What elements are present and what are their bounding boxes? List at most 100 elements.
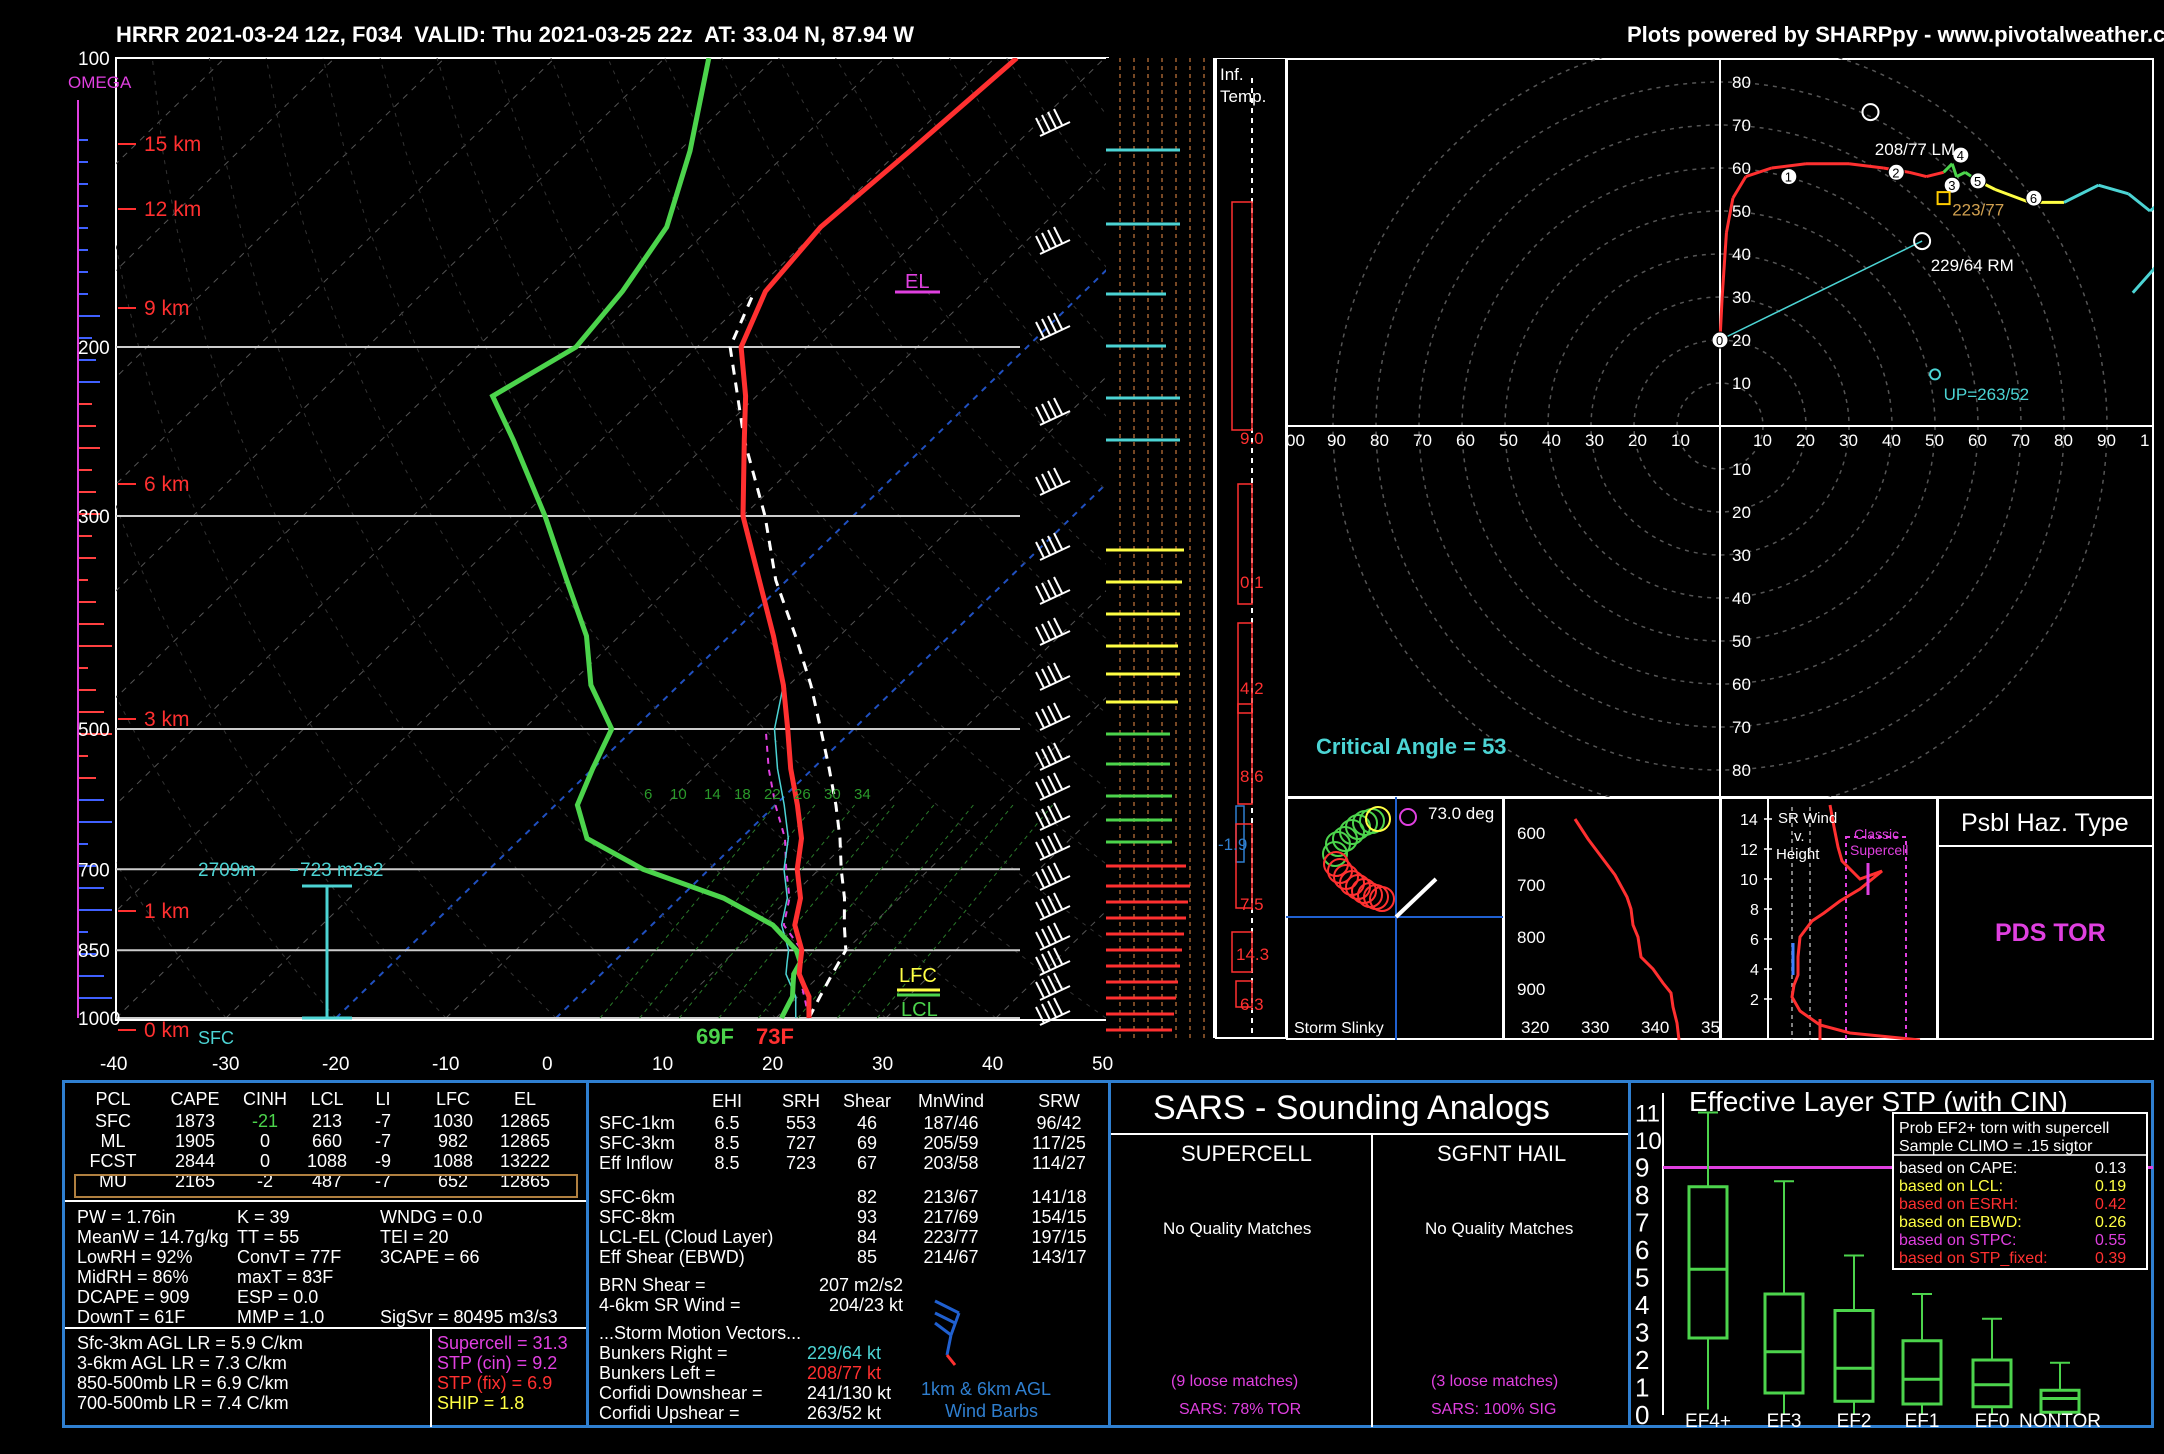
parcel-cell: 1088 <box>307 1151 347 1171</box>
hodograph-segment <box>1724 197 1735 233</box>
sfc-dewpoint: 69F <box>696 1024 734 1049</box>
composite-index: STP (fix) = 6.9 <box>437 1373 552 1393</box>
index-value: MMP = 1.0 <box>237 1307 324 1327</box>
inflow-box <box>1235 980 1253 1008</box>
parcel-cell: 13222 <box>500 1151 550 1171</box>
temperature-tick: 40 <box>982 1054 1003 1075</box>
stp-legend-sample: Sample CLIMO = .15 sigtor <box>1899 1138 2093 1155</box>
srwind-title-2: v. <box>1794 828 1805 845</box>
kinematic-row-label: SFC-1km <box>599 1113 675 1133</box>
kinematic-cell: 154/15 <box>1031 1207 1086 1227</box>
stp-box <box>1901 1339 1943 1406</box>
stp-legend-label: based on STP_fixed: <box>1899 1250 2048 1267</box>
motion-label: Bunkers Left = <box>599 1363 716 1383</box>
index-value: TEI = 20 <box>380 1227 449 1247</box>
thetae-y-label: 900 <box>1517 980 1545 999</box>
barb-caption-1: 1km & 6km AGL <box>921 1379 1051 1399</box>
upshear-label: UP=263/52 <box>1944 385 2030 404</box>
hodograph-label: 10 <box>1732 374 1751 393</box>
wind-barb <box>1035 947 1071 976</box>
parcel-header: LFC <box>436 1089 470 1109</box>
hodograph-km-label: 4 <box>1957 148 1964 163</box>
stp-legend-title: Prob EF2+ torn with supercell <box>1899 1120 2109 1137</box>
mean-wind-label: 223/77 <box>1952 200 2004 219</box>
stp-legend-label: based on CAPE: <box>1899 1160 2017 1177</box>
thetae-x-label: 320 <box>1521 1018 1549 1037</box>
wind-barb <box>1035 862 1071 891</box>
stp-y-label: 5 <box>1635 1263 1649 1293</box>
hodograph-km-label: 1 <box>1785 170 1792 185</box>
parcel-cell: ML <box>100 1131 125 1151</box>
kinematic-cell: 205/59 <box>923 1133 978 1153</box>
inflow-title-1: Inf. <box>1220 65 1244 84</box>
mixing-ratio-label: 30 <box>824 786 841 803</box>
hodograph-label: 80 <box>1732 761 1751 780</box>
srwind-y-label: 2 <box>1750 992 1759 1009</box>
stp-category-label: NONTOR <box>2019 1411 2101 1427</box>
hodograph-label: 30 <box>1732 546 1751 565</box>
eff-inflow-depth: 2709m <box>198 860 256 881</box>
motion-value: 241/130 kt <box>807 1383 891 1403</box>
parcel-header: CINH <box>243 1089 287 1109</box>
kinematic-row-label: SFC-6km <box>599 1187 675 1207</box>
kinematic-cell: 217/69 <box>923 1207 978 1227</box>
stp-legend-value: 0.26 <box>2095 1214 2126 1231</box>
mixing-ratio-label: 14 <box>704 786 721 803</box>
parcel-cell: -7 <box>375 1111 391 1131</box>
upshear-marker <box>1929 368 1941 381</box>
kinematic-cell: 46 <box>857 1113 877 1133</box>
temperature-tick: 10 <box>652 1054 673 1075</box>
hodograph-segment <box>2097 183 2129 196</box>
inflow-box <box>1231 931 1253 973</box>
stp-legend-value: 0.55 <box>2095 1232 2126 1249</box>
sars-title: SARS - Sounding Analogs <box>1153 1089 1550 1127</box>
hodograph-segment <box>1848 162 1884 170</box>
hodograph-km-marker <box>1780 168 1798 186</box>
wind-barb <box>1035 226 1071 255</box>
srwind-title-3: Height <box>1776 846 1820 863</box>
wind-barb <box>1035 892 1071 921</box>
hazard-value: PDS TOR <box>1995 919 2106 947</box>
hodograph-label: 30 <box>1839 431 1858 450</box>
stp-legend-value: 0.13 <box>2095 1160 2126 1177</box>
wind-barb <box>1035 576 1071 605</box>
mixing-ratio-line <box>639 804 816 1019</box>
kinematic-cell: 213/67 <box>923 1187 978 1207</box>
hodograph-label: 70 <box>2011 431 2030 450</box>
stp-legend-label: based on ESRH: <box>1899 1196 2018 1213</box>
height-label: 12 km <box>144 198 201 221</box>
temperature-tick: -10 <box>432 1054 459 1075</box>
isotherm <box>116 58 886 806</box>
inflow-box <box>1235 823 1253 909</box>
wind-barb <box>1035 802 1071 831</box>
stp-category-label: EF0 <box>1975 1411 2010 1427</box>
hodograph-segment <box>1908 170 1927 179</box>
parcel-cell: 982 <box>438 1131 468 1151</box>
inflow-value: 8.6 <box>1240 767 1264 786</box>
stp-y-label: 6 <box>1635 1235 1649 1265</box>
hodograph-km-label: 2 <box>1892 165 1899 180</box>
hodograph-label: 10 <box>1671 431 1690 450</box>
slinky-ring <box>1369 886 1395 912</box>
wind-barb <box>1035 108 1071 137</box>
inflow-panel: Inf. Temp. 9.0 0.1 4.2 8.6 -1.9 7.5 14.3 6.3 <box>1106 58 1287 1039</box>
hodograph-label: 40 <box>1732 245 1751 264</box>
kinematic-cell: 553 <box>786 1113 816 1133</box>
wind-barb <box>1035 832 1071 861</box>
motion-value: 229/64 kt <box>807 1343 881 1363</box>
hodograph-label: 10 <box>1732 460 1751 479</box>
right-mover-label: 229/64 RM <box>1931 256 2014 275</box>
pressure-label: 200 <box>78 338 110 359</box>
brn-value: 207 m2/s2 <box>819 1275 903 1295</box>
mixing-ratio-label: 34 <box>854 786 871 803</box>
skewt-panel: 100 200 300 500 700 850 1000 -40 -30 -20 -10 0 10 20… <box>68 49 1113 1075</box>
hodograph-segment <box>1720 232 1728 298</box>
composite-index: STP (cin) = 9.2 <box>437 1353 557 1373</box>
thetae-y-label: 800 <box>1517 928 1545 947</box>
parcel-cell: SFC <box>95 1111 131 1131</box>
inflow-box <box>1237 622 1253 714</box>
kinematic-cell: 96/42 <box>1036 1113 1081 1133</box>
stp-y-label: 9 <box>1635 1153 1649 1183</box>
hodograph-label: 50 <box>1925 431 1944 450</box>
